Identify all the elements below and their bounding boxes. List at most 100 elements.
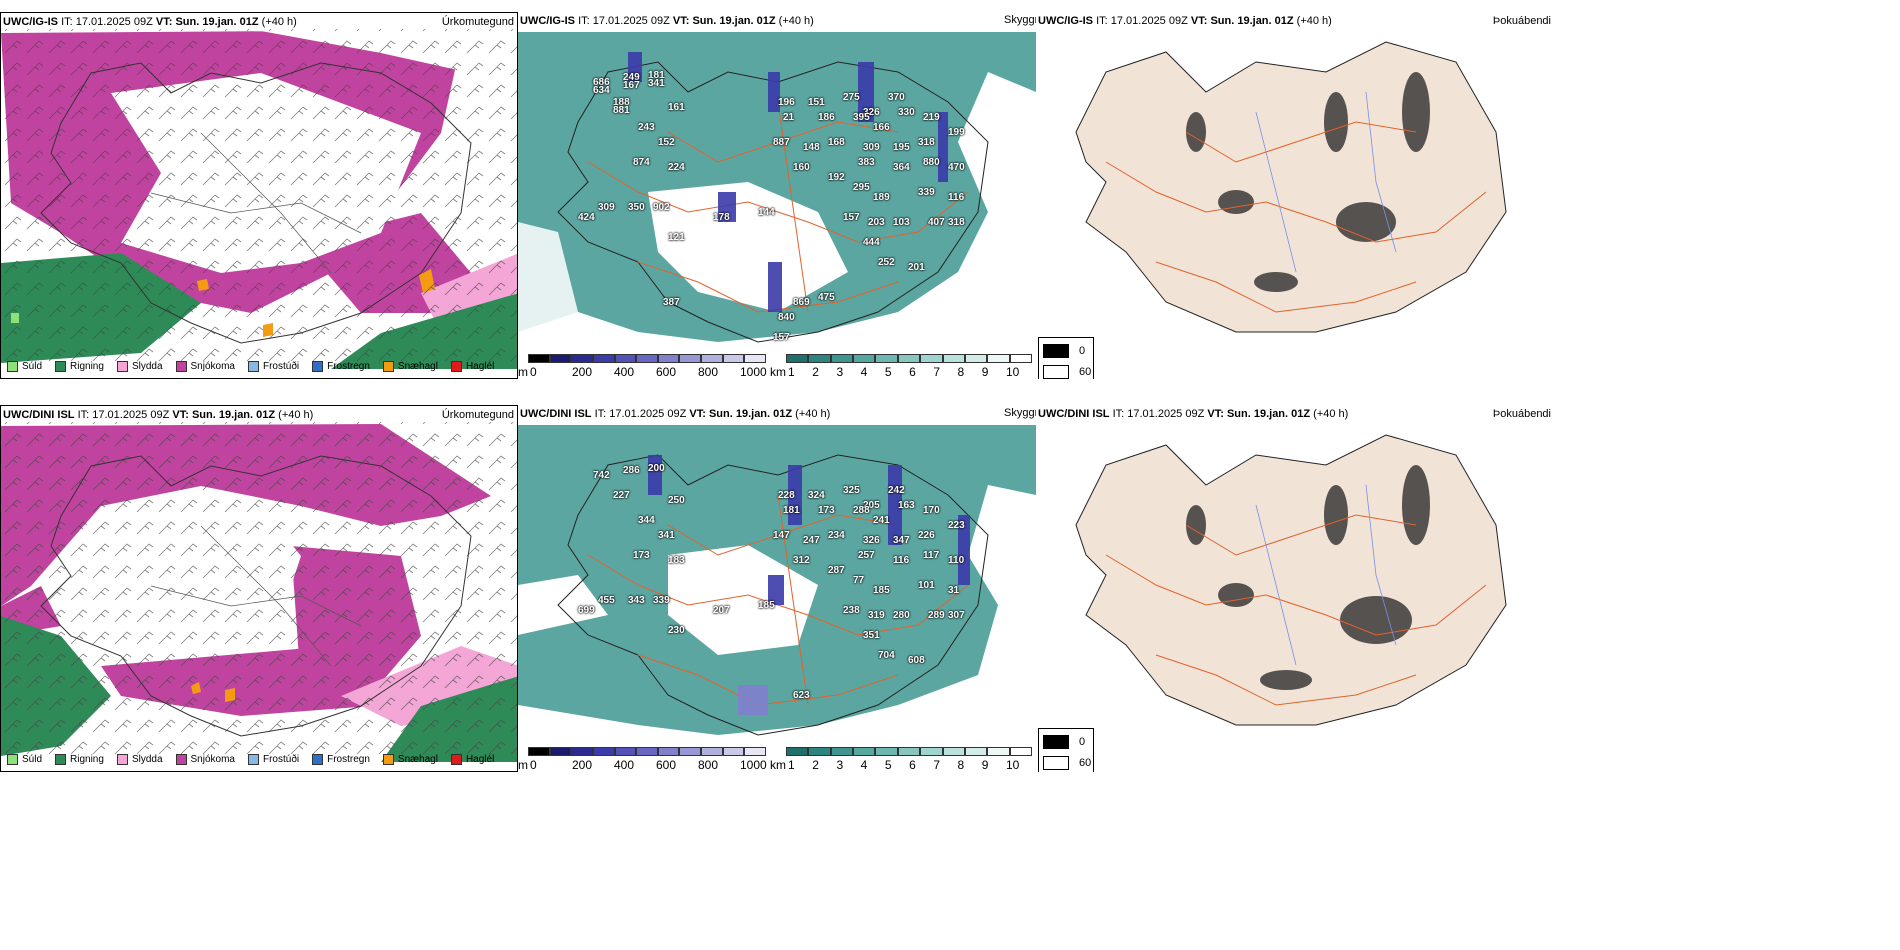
legend-swatch <box>382 754 394 765</box>
cloud-base-peak-label: 192 <box>828 172 845 183</box>
colorbar-tick: 1 <box>788 758 795 772</box>
cloud-base-peak-label: 147 <box>773 530 790 541</box>
cloud-base-peak-label: 318 <box>918 137 935 148</box>
precip-map <box>1 29 517 369</box>
cloud-base-peak-label: 227 <box>613 490 630 501</box>
colorbar-tick: 200 <box>572 758 593 772</box>
cloud-base-peak-label: 148 <box>803 142 820 153</box>
fog-legend-dark <box>1043 344 1069 358</box>
colorbar-cell <box>614 747 637 756</box>
precip-legend-item: Slydda <box>116 361 163 372</box>
cloud-base-peak-label: 168 <box>828 137 845 148</box>
colorbar-cell <box>964 747 988 756</box>
cloud-base-peak-label: 742 <box>593 470 610 481</box>
road-network <box>1105 121 1487 313</box>
cloud-base-peak-label: 280 <box>893 610 910 621</box>
colorbar-tick: 1000 <box>740 365 767 379</box>
colorbar-cell <box>897 354 921 363</box>
cloud-base-peak-label: 152 <box>658 137 675 148</box>
fog-legend-dark-value: 0 <box>1079 345 1086 357</box>
fog-map <box>1075 434 1507 726</box>
fog-panel-row2: UWC/DINI ISL IT: 17.01.2025 09Z VT: Sun.… <box>1036 405 1554 772</box>
legend-label: Slydda <box>131 361 163 372</box>
legend-swatch <box>450 361 462 372</box>
legend-label: Slydda <box>131 754 163 765</box>
legend-label: Snæhagl <box>397 754 438 765</box>
road-network <box>587 101 969 313</box>
cloud-base-peak-label: 444 <box>863 237 880 248</box>
cloud-base-peak-label: 183 <box>668 555 685 566</box>
legend-swatch <box>450 754 462 765</box>
cloud-base-peak-label: 234 <box>828 530 845 541</box>
cloud-base-peak-label: 289 <box>928 610 945 621</box>
cloud-base-peak-label: 339 <box>918 187 935 198</box>
cloud-base-peak-label: 103 <box>893 217 910 228</box>
cloud-base-peak-label: 383 <box>858 157 875 168</box>
cloudbase-colorbar: m 0 200 400 600 800 1000 <box>518 747 768 772</box>
colorbar-cell <box>897 747 921 756</box>
cloud-base-peak-label: 309 <box>863 142 880 153</box>
colorbar-cell <box>830 747 854 756</box>
cloud-base-peak-label: 869 <box>793 297 810 308</box>
colorbar-cell <box>964 354 988 363</box>
colorbar-cell <box>987 354 1010 363</box>
cloud-base-peak-label: 326 <box>863 107 880 118</box>
colorbar-cell <box>920 747 943 756</box>
iceland-coastline <box>557 61 989 343</box>
cloud-base-peak-label: 881 <box>613 105 630 116</box>
legend-swatch <box>55 361 67 372</box>
cloud-base-peak-label: 608 <box>908 655 925 666</box>
colorbar-tick: 4 <box>860 365 868 379</box>
cloud-base-peak-label: 167 <box>623 80 640 91</box>
cloud-base-peak-label: 224 <box>668 162 685 173</box>
cloud-base-peak-label: 195 <box>893 142 910 153</box>
river-network <box>1255 484 1397 666</box>
cloud-base-peak-label: 341 <box>648 78 665 89</box>
colorbar-unit: m <box>518 365 528 379</box>
cloud-base-peak-label: 312 <box>793 555 810 566</box>
legend-label: Frostúði <box>262 361 300 372</box>
legend-swatch <box>7 361 18 372</box>
colorbar-cell <box>571 747 593 756</box>
colorbar-cell <box>875 354 898 363</box>
cloudbase-map <box>518 425 1036 736</box>
cloud-base-peak-label: 21 <box>783 112 795 123</box>
cloud-base-peak-label: 157 <box>773 332 790 343</box>
colorbar-cell <box>571 354 593 363</box>
colorbar-tick: 600 <box>656 758 677 772</box>
cloud-base-peak-label: 699 <box>578 605 595 616</box>
legend-swatch <box>7 754 18 765</box>
legend-swatch <box>175 754 187 765</box>
colorbar-tick: 1000 <box>740 758 767 772</box>
precip-legend-item: Rigning <box>55 754 104 765</box>
cloud-base-peak-label: 223 <box>948 520 965 531</box>
good-visibility-area <box>518 575 608 635</box>
legend-label: Rigning <box>70 361 104 372</box>
cloud-base-peak-label: 200 <box>648 463 665 474</box>
colorbar-cell <box>744 354 766 363</box>
cloud-base-peak-label: 470 <box>948 162 965 173</box>
cloud-base-peak-label: 243 <box>638 122 655 133</box>
iceland-coastline <box>40 455 472 737</box>
legend-label: Súld <box>22 754 43 765</box>
legend-swatch <box>382 361 394 372</box>
cloud-base-peak-label: 252 <box>878 257 895 268</box>
cloud-base-peak-label: 840 <box>778 312 795 323</box>
cloud-base-peak-label: 189 <box>873 192 890 203</box>
colorbar-tick: 200 <box>572 365 593 379</box>
panel-title: UWC/DINI ISL IT: 17.01.2025 09Z VT: Sun.… <box>1038 408 1349 420</box>
colorbar-cell <box>875 747 898 756</box>
cloud-base-peak-label: 250 <box>668 495 685 506</box>
cloud-base-peak-label: 166 <box>873 122 890 133</box>
legend-swatch <box>247 754 259 765</box>
legend-label: Súld <box>22 361 43 372</box>
cloud-base-peak-label: 364 <box>893 162 910 173</box>
iceland-coastline <box>557 454 989 736</box>
cloud-base-peak-label: 196 <box>778 97 795 108</box>
cloud-base-peak-label: 295 <box>853 182 870 193</box>
cloud-base-peak-label: 181 <box>783 505 800 516</box>
colorbar-cell <box>592 747 615 756</box>
cloud-base-peak-label: 144 <box>758 207 775 218</box>
colorbar-tick: 5 <box>884 365 892 379</box>
colorbar-tick: 4 <box>860 758 868 772</box>
